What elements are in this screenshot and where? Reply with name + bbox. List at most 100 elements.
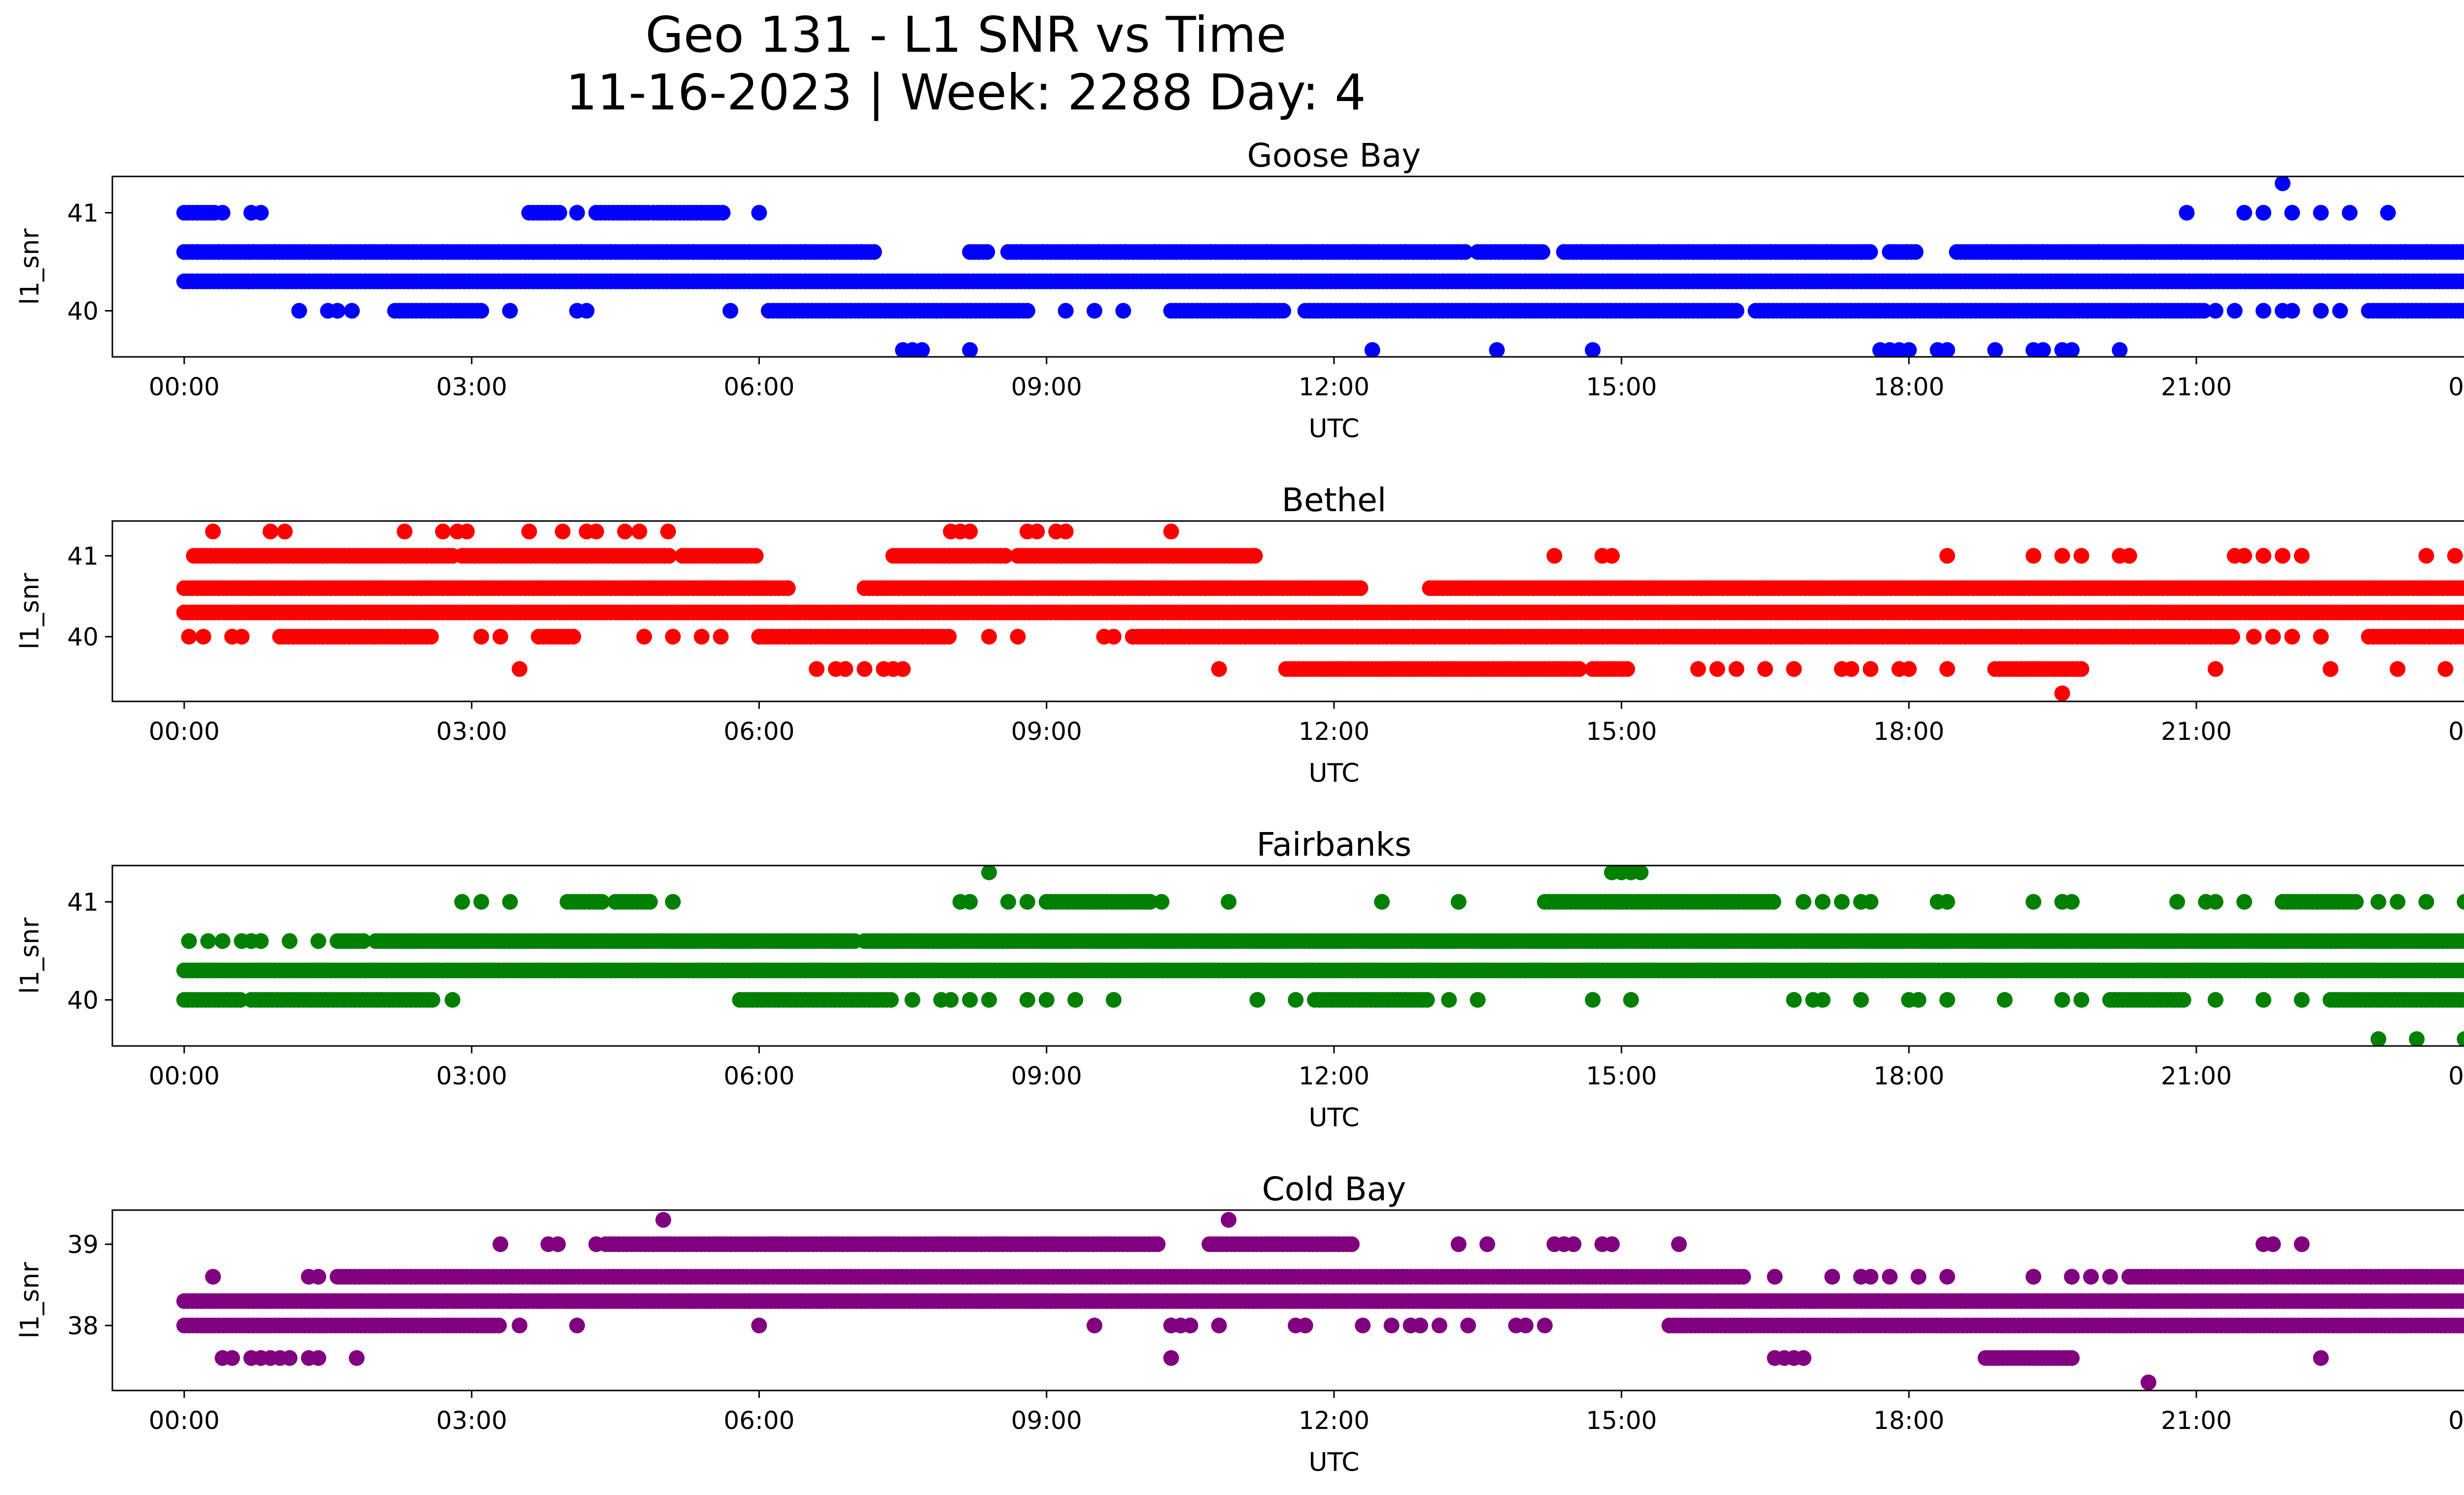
data-point: [1571, 661, 1587, 677]
data-point: [2054, 548, 2070, 564]
data-point: [2226, 303, 2243, 319]
data-point: [454, 894, 470, 910]
data-point: [1814, 992, 1831, 1008]
data-point: [2380, 205, 2396, 221]
x-axis-label: UTC: [1308, 759, 1359, 788]
data-point: [1457, 244, 1473, 260]
data-point: [1862, 894, 1879, 910]
data-point: [1911, 992, 1926, 1008]
data-point: [1862, 244, 1878, 260]
data-point: [2370, 894, 2387, 910]
data-point: [181, 933, 197, 949]
data-point: [1709, 661, 1725, 677]
data-point: [2342, 205, 2358, 221]
y-tick-label: 40: [67, 297, 99, 326]
data-point: [617, 523, 633, 540]
x-tick-label: 18:00: [1874, 1062, 1945, 1090]
data-point: [2462, 276, 2464, 287]
data-point: [2224, 628, 2240, 645]
data-point: [2462, 606, 2464, 619]
data-point: [2284, 205, 2300, 221]
data-point: [588, 523, 604, 540]
data-point: [253, 933, 269, 949]
data-point: [981, 866, 997, 880]
x-tick-label: 00:00: [149, 1062, 220, 1090]
data-point: [1058, 303, 1074, 319]
y-axis-label: l1_snr: [15, 228, 45, 305]
x-axis-label: UTC: [1308, 1103, 1359, 1133]
data-point: [1419, 992, 1435, 1008]
data-point: [1000, 894, 1016, 910]
data-point: [693, 628, 710, 645]
data-point: [2332, 303, 2348, 319]
data-point: [445, 992, 461, 1008]
data-point: [1546, 548, 1563, 564]
data-point: [2256, 548, 2271, 564]
y-axis-label: l1_snr: [15, 573, 45, 650]
data-point: [2112, 342, 2128, 357]
data-point: [2461, 993, 2464, 1007]
data-point: [344, 303, 360, 319]
data-point: [2460, 629, 2464, 644]
x-tick-label: 03:00: [436, 373, 507, 401]
data-point: [2390, 894, 2406, 910]
data-point: [1470, 992, 1486, 1008]
figure-title-line1: Geo 131 - L1 SNR vs Time: [646, 6, 1287, 64]
data-point: [2461, 582, 2464, 594]
data-point: [837, 661, 854, 677]
data-point: [1221, 894, 1237, 910]
data-point: [1619, 661, 1635, 677]
x-tick-label: 12:00: [1299, 373, 1369, 401]
data-point: [1142, 894, 1158, 910]
data-point: [914, 342, 930, 357]
data-point: [2457, 604, 2464, 621]
data-point: [1115, 303, 1131, 319]
data-point: [2169, 894, 2185, 910]
y-tick-label: 41: [67, 199, 99, 228]
data-point: [459, 523, 475, 540]
data-point: [904, 992, 921, 1008]
x-tick-label: 18:00: [1874, 373, 1945, 401]
data-point: [355, 933, 372, 949]
data-point: [2207, 894, 2224, 910]
data-point: [2462, 965, 2464, 976]
plot-area: [112, 176, 2464, 357]
data-point: [1939, 342, 1955, 357]
data-point: [1939, 992, 1955, 1008]
y-tick-label: 40: [67, 623, 99, 652]
data-point: [1997, 992, 2013, 1008]
x-tick-label: 00:00: [2448, 373, 2464, 401]
data-point: [1105, 992, 1122, 1008]
data-point: [2293, 548, 2310, 564]
data-point: [2418, 894, 2434, 910]
data-point: [2284, 303, 2300, 319]
x-tick-label: 00:00: [149, 717, 220, 746]
x-tick-label: 09:00: [1011, 1062, 1082, 1090]
data-point: [962, 523, 978, 540]
data-point: [943, 992, 959, 1008]
data-point: [661, 548, 677, 564]
data-point: [1908, 244, 1924, 260]
data-point: [2437, 661, 2454, 677]
x-tick-label: 06:00: [723, 717, 794, 746]
data-point: [2236, 894, 2253, 910]
data-point: [1029, 523, 1045, 540]
figure-title-line2: 11-16-2023 | Week: 2288 Day: 4: [566, 64, 1366, 121]
data-point: [1728, 661, 1745, 677]
x-tick-label: 12:00: [1299, 717, 1369, 746]
subplot-title: Goose Bay: [1247, 137, 1421, 174]
data-point: [660, 523, 676, 540]
data-point: [262, 523, 278, 540]
data-point: [2025, 548, 2042, 564]
data-point: [2175, 992, 2191, 1008]
data-point: [2196, 303, 2212, 319]
data-point: [883, 992, 899, 1008]
data-point: [2323, 661, 2339, 677]
data-point: [2064, 342, 2080, 357]
data-point: [1795, 894, 1812, 910]
data-point: [1249, 303, 1266, 319]
data-point: [895, 661, 911, 677]
